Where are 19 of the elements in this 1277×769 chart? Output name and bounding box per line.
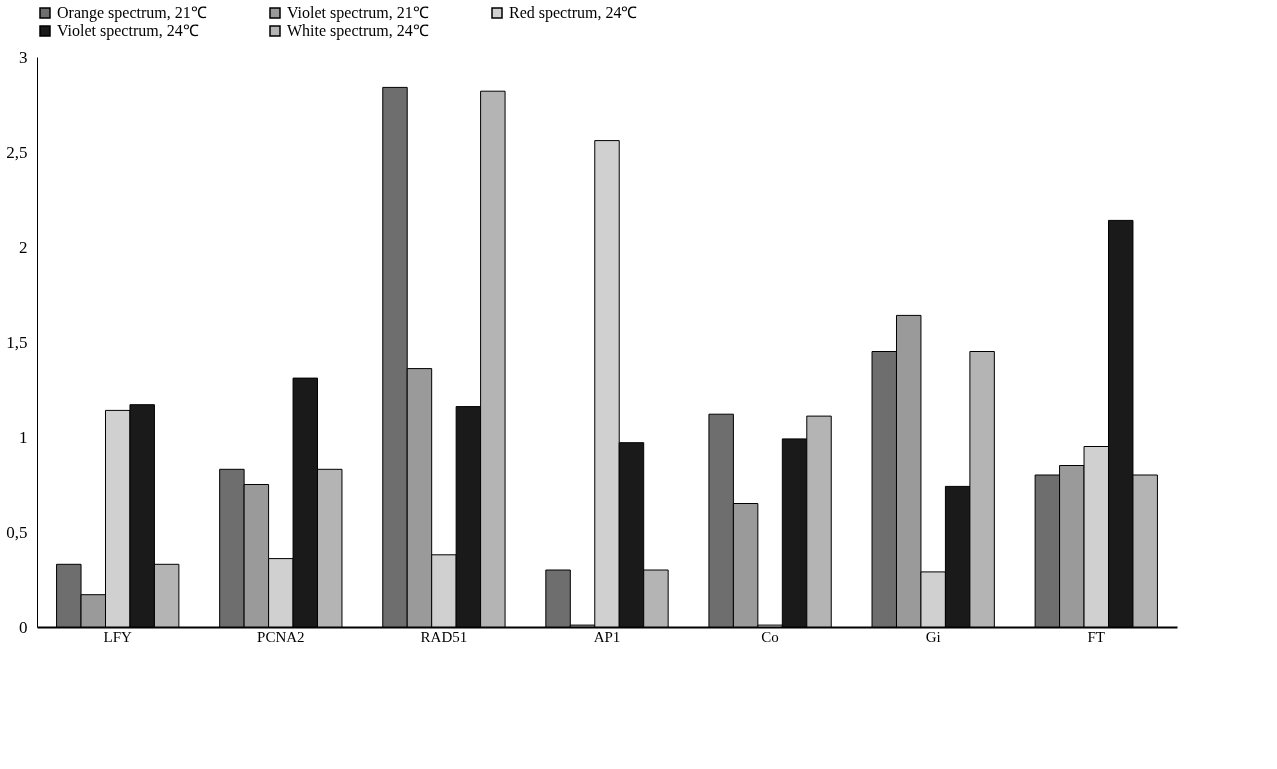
y-tick-label: 0	[19, 617, 28, 637]
y-tick-label: 1	[19, 427, 28, 447]
legend-label: White spectrum, 24℃	[287, 22, 429, 40]
x-tick-label: PCNA2	[257, 628, 305, 645]
y-tick-label: 3	[19, 47, 28, 67]
x-tick-label: Co	[761, 628, 779, 645]
legend-label: Violet spectrum, 24℃	[57, 22, 199, 40]
x-tick-label: AP1	[593, 628, 621, 645]
legend-label: Red spectrum, 24℃	[509, 4, 638, 22]
y-tick-label: 2,5	[6, 142, 28, 162]
x-tick-label: Gi	[925, 628, 941, 645]
legend-label: Violet spectrum, 21℃	[287, 4, 429, 22]
legend-label: Orange spectrum, 21℃	[57, 4, 207, 22]
y-tick-label: 0,5	[6, 522, 28, 542]
x-tick-label: FT	[1087, 628, 1106, 645]
y-tick-label: 1,5	[6, 332, 28, 352]
y-tick-label: 2	[19, 237, 28, 257]
x-tick-label: RAD51	[420, 628, 468, 645]
x-tick-label: LFY	[103, 628, 133, 645]
